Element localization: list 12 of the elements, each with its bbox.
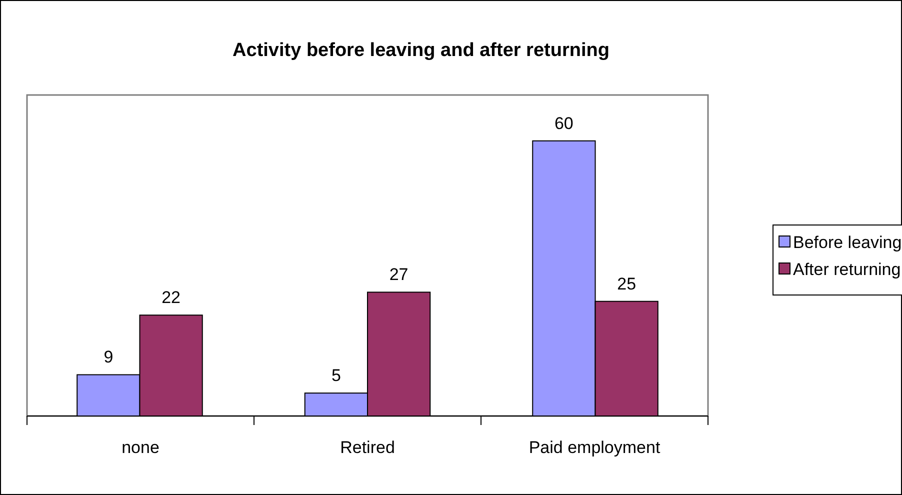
legend-label: Before leaving (793, 233, 902, 252)
chart-title: Activity before leaving and after returning (232, 40, 610, 61)
data-label: 9 (104, 348, 114, 367)
x-tick-label: Paid employment (528, 438, 660, 457)
data-label: 25 (617, 274, 636, 294)
legend-label: After returning (793, 260, 901, 279)
x-tick-label: Retired (340, 438, 395, 457)
data-label: 27 (389, 265, 408, 284)
data-label: 60 (554, 114, 574, 133)
x-tick-label: none (122, 438, 160, 457)
data-label: 5 (331, 366, 341, 386)
data-label: 22 (162, 288, 181, 308)
